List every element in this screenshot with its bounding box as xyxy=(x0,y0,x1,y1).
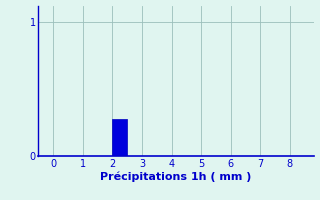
Bar xyxy=(112,118,127,156)
X-axis label: Précipitations 1h ( mm ): Précipitations 1h ( mm ) xyxy=(100,172,252,182)
